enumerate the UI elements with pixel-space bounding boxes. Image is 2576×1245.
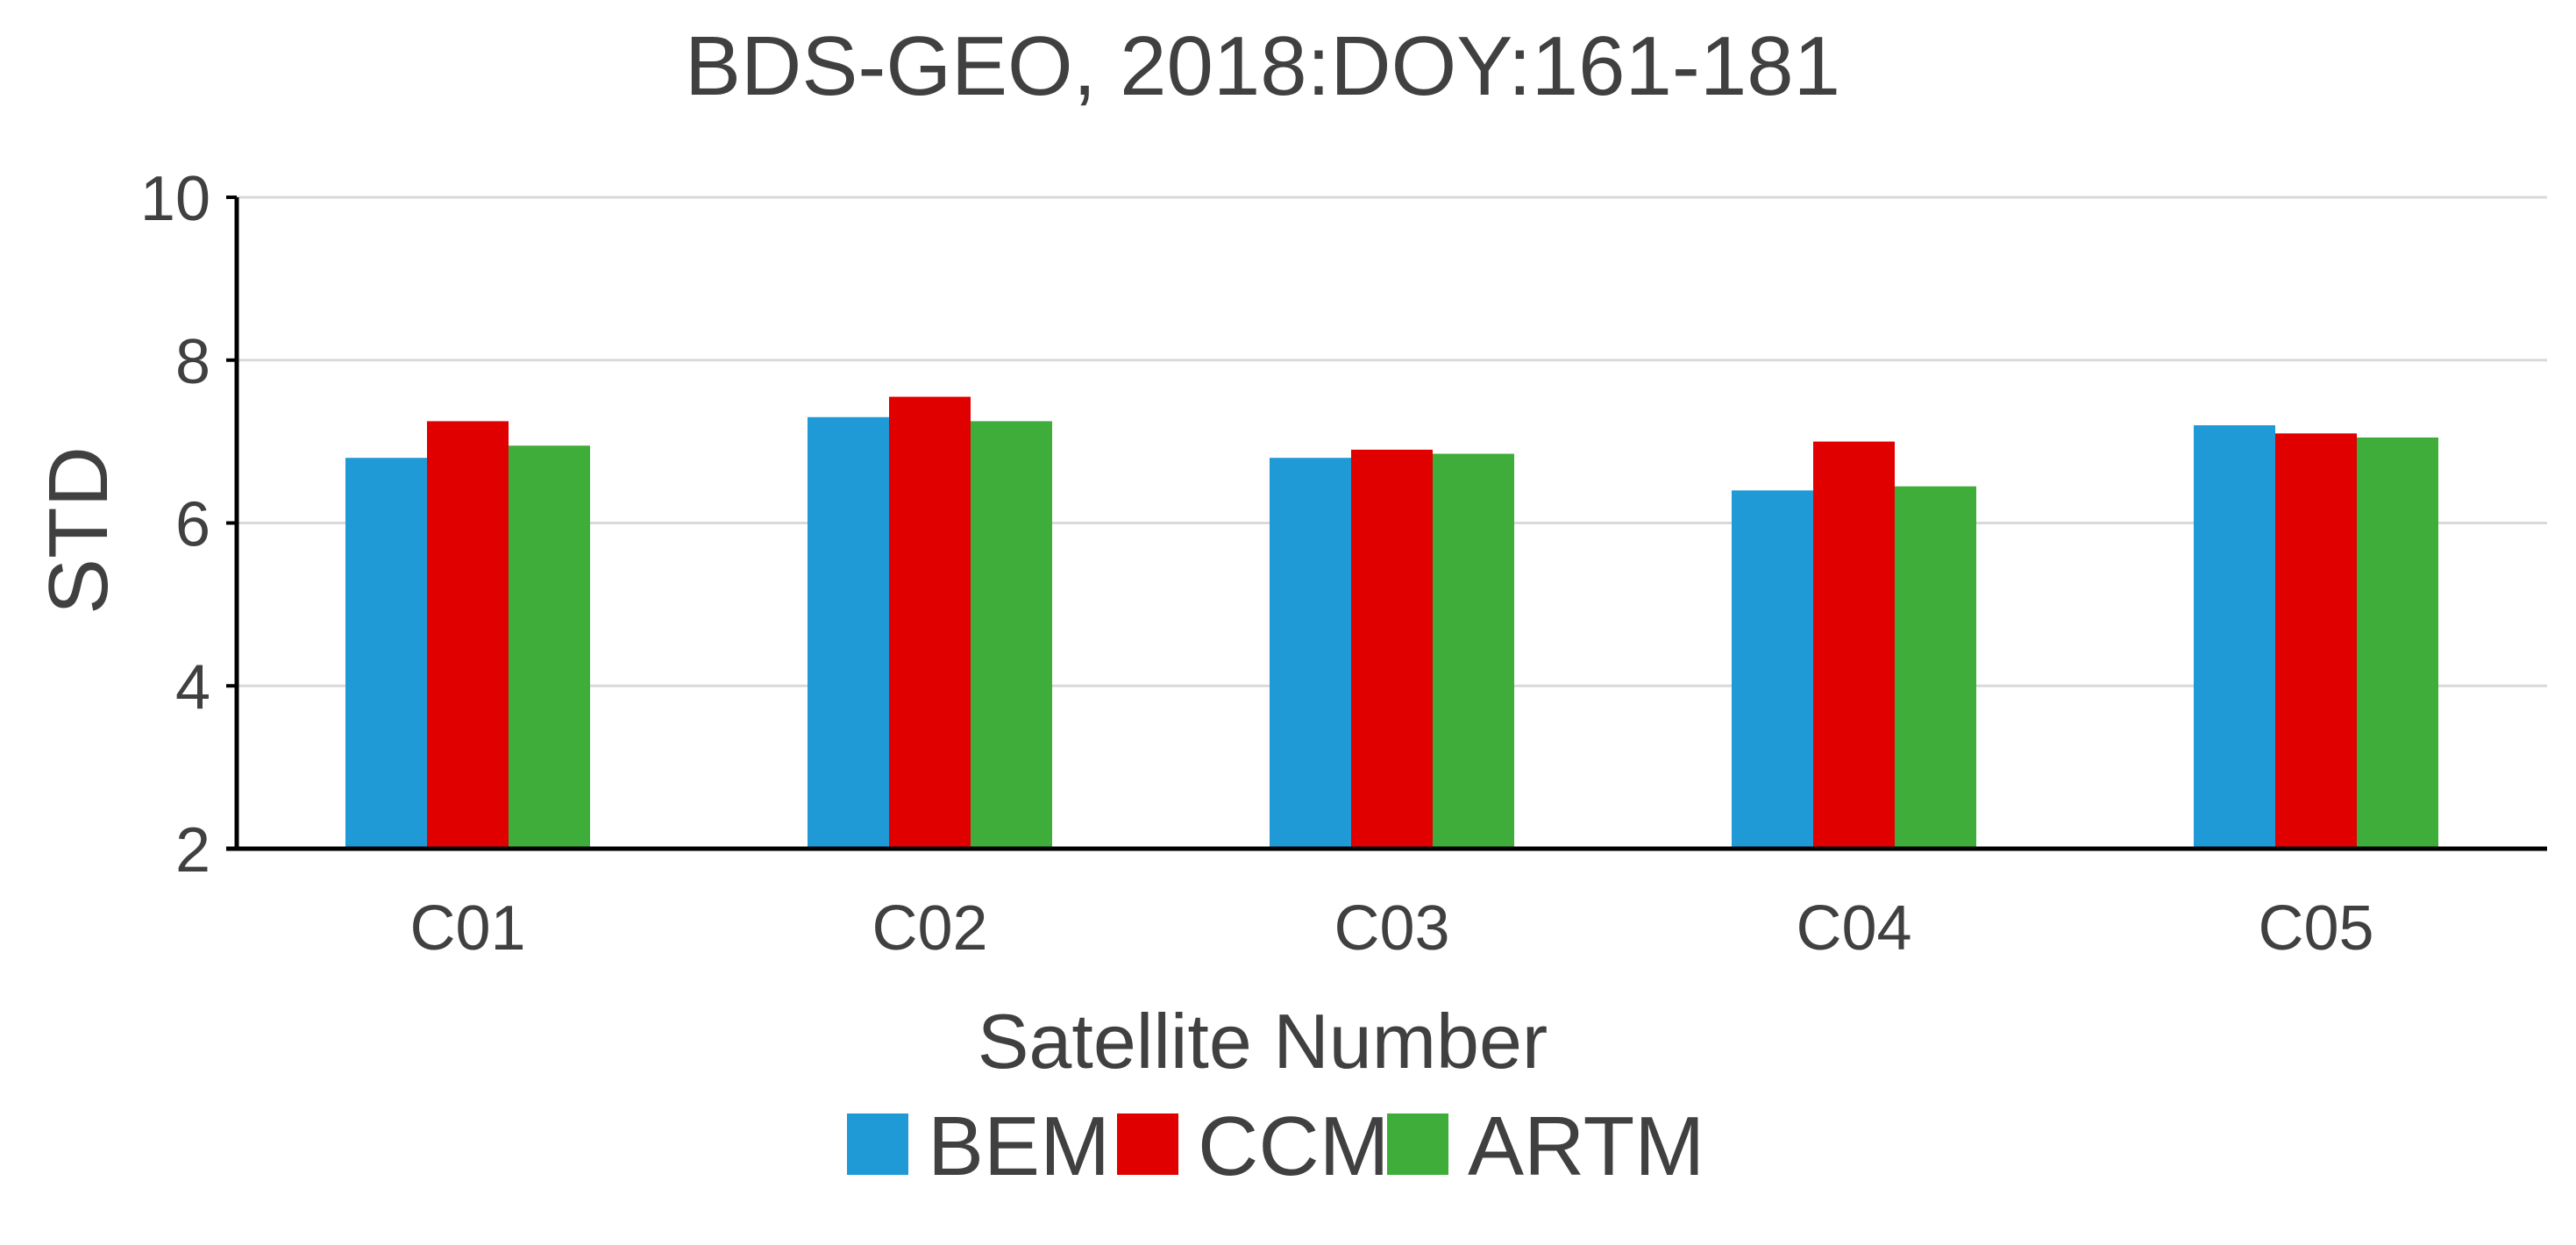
bar-bem-c05 [2194,425,2275,849]
bar-bem-c04 [1732,490,1813,849]
y-tick-label: 8 [175,327,210,397]
bar-ccm-c02 [889,396,971,849]
x-tick-label: C04 [1796,893,1911,964]
bar-artm-c02 [971,421,1052,849]
y-tick-label: 4 [175,652,210,722]
y-tick-label: 10 [140,164,210,234]
y-axis-title: STD [32,446,125,615]
legend-swatch-bem [847,1113,908,1175]
legend-label-ccm: CCM [1198,1099,1390,1193]
legend-swatch-ccm [1117,1113,1178,1175]
x-tick-label: C01 [409,893,525,964]
bar-bem-c02 [808,416,889,849]
bar-ccm-c01 [427,421,509,849]
legend-label-artm: ARTM [1468,1099,1704,1193]
bar-ccm-c05 [2275,433,2357,849]
bar-ccm-c04 [1813,441,1895,849]
x-tick-label: C02 [872,893,987,964]
x-axis-title: Satellite Number [978,998,1548,1085]
chart-title: BDS-GEO, 2018:DOY:161-181 [685,19,1840,113]
x-tick-label: C03 [1334,893,1449,964]
x-axis: C01 C02 C03 C04 C05 [226,846,2547,964]
bar-artm-c01 [509,445,590,849]
legend: BEM CCM ARTM [847,1099,1704,1193]
bar-bem-c01 [345,458,427,849]
y-tick-label: 6 [175,490,210,560]
bar-artm-c05 [2357,437,2438,849]
legend-swatch-artm [1387,1113,1448,1175]
bars [345,396,2438,849]
x-tick-label: C05 [2258,893,2373,964]
y-tick-label: 2 [175,815,210,886]
y-axis: 2 4 6 8 10 [140,164,239,886]
bar-artm-c04 [1895,486,1976,849]
bar-ccm-c03 [1351,449,1433,849]
bar-artm-c03 [1433,453,1514,849]
legend-label-bem: BEM [928,1099,1110,1193]
bar-bem-c03 [1270,458,1351,849]
